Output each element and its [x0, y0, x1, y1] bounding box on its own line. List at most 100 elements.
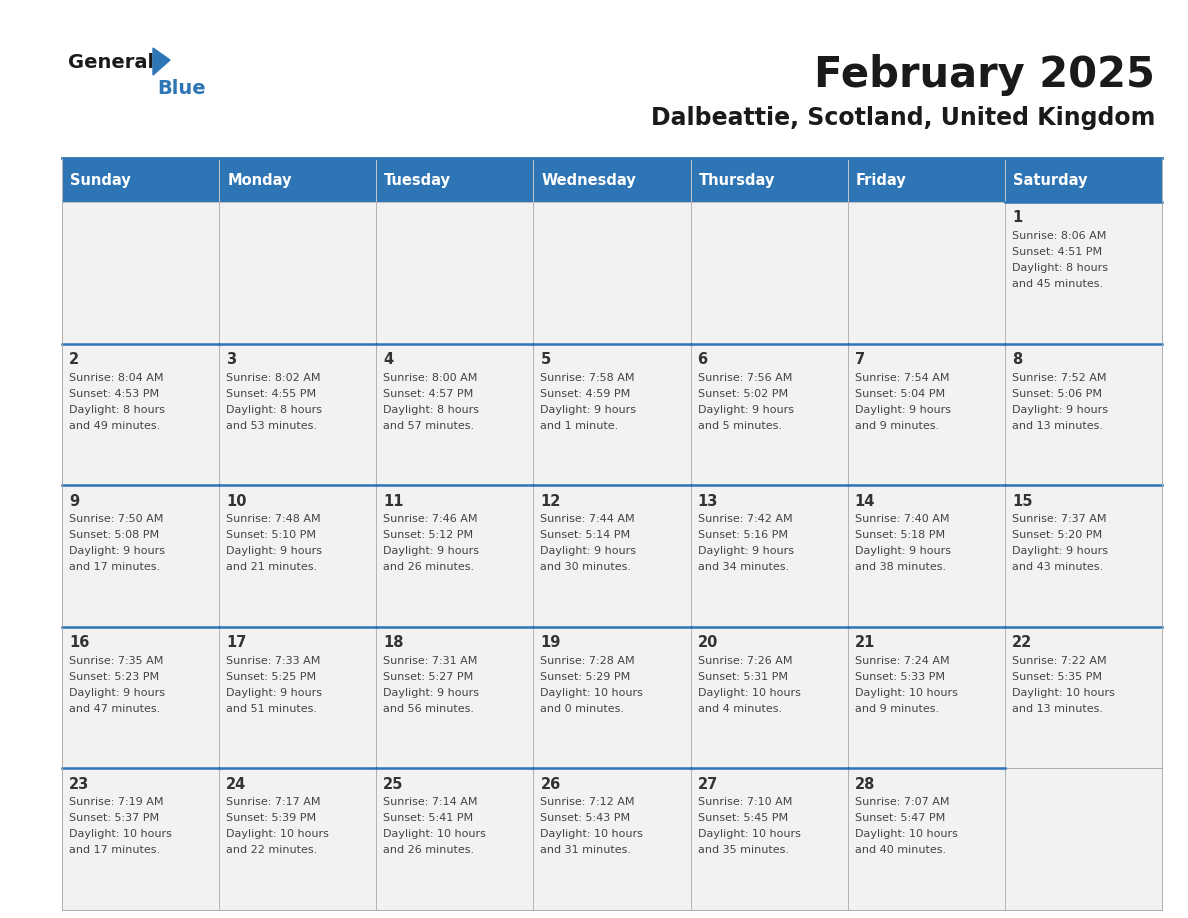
Bar [377, 202, 533, 343]
Bar [219, 343, 377, 486]
Text: 21: 21 [854, 635, 876, 650]
Text: Daylight: 10 hours: Daylight: 10 hours [697, 829, 801, 839]
Text: Saturday: Saturday [1013, 173, 1087, 187]
Bar [848, 627, 1005, 768]
Text: Daylight: 9 hours: Daylight: 9 hours [384, 546, 479, 556]
Text: Daylight: 9 hours: Daylight: 9 hours [1012, 405, 1108, 415]
Bar [848, 202, 1005, 343]
Text: Sunrise: 7:48 AM: Sunrise: 7:48 AM [226, 514, 321, 524]
Bar [62, 158, 219, 202]
Text: Friday: Friday [855, 173, 906, 187]
Text: and 26 minutes.: and 26 minutes. [384, 845, 474, 856]
Text: and 45 minutes.: and 45 minutes. [1012, 279, 1102, 289]
Text: 26: 26 [541, 777, 561, 792]
Bar [533, 768, 690, 910]
Text: and 56 minutes.: and 56 minutes. [384, 704, 474, 714]
Text: and 47 minutes.: and 47 minutes. [69, 704, 160, 714]
Text: Tuesday: Tuesday [384, 173, 451, 187]
Text: 19: 19 [541, 635, 561, 650]
Text: Daylight: 8 hours: Daylight: 8 hours [1012, 263, 1108, 273]
Text: Sunset: 5:12 PM: Sunset: 5:12 PM [384, 531, 473, 540]
Text: Daylight: 9 hours: Daylight: 9 hours [854, 405, 950, 415]
Text: Daylight: 10 hours: Daylight: 10 hours [541, 688, 644, 698]
Text: and 17 minutes.: and 17 minutes. [69, 562, 160, 572]
Bar [377, 486, 533, 627]
Text: Daylight: 10 hours: Daylight: 10 hours [384, 829, 486, 839]
Text: and 9 minutes.: and 9 minutes. [854, 704, 939, 714]
Text: Blue: Blue [157, 79, 206, 97]
Text: Sunset: 5:08 PM: Sunset: 5:08 PM [69, 531, 159, 540]
Bar [62, 343, 219, 486]
Text: Sunset: 5:47 PM: Sunset: 5:47 PM [854, 813, 944, 823]
Bar [1005, 768, 1162, 910]
Text: and 5 minutes.: and 5 minutes. [697, 420, 782, 431]
Text: Sunset: 5:33 PM: Sunset: 5:33 PM [854, 672, 944, 682]
Bar [219, 158, 377, 202]
Text: and 43 minutes.: and 43 minutes. [1012, 562, 1102, 572]
Text: Sunrise: 7:46 AM: Sunrise: 7:46 AM [384, 514, 478, 524]
Bar [690, 627, 848, 768]
Text: Sunrise: 7:33 AM: Sunrise: 7:33 AM [226, 655, 321, 666]
Text: and 38 minutes.: and 38 minutes. [854, 562, 946, 572]
Text: and 26 minutes.: and 26 minutes. [384, 562, 474, 572]
Text: and 57 minutes.: and 57 minutes. [384, 420, 474, 431]
Text: 27: 27 [697, 777, 718, 792]
Text: 16: 16 [69, 635, 89, 650]
Text: Sunrise: 7:54 AM: Sunrise: 7:54 AM [854, 373, 949, 383]
Text: Sunrise: 7:56 AM: Sunrise: 7:56 AM [697, 373, 792, 383]
Bar [377, 768, 533, 910]
Bar [848, 158, 1005, 202]
Text: Sunrise: 7:26 AM: Sunrise: 7:26 AM [697, 655, 792, 666]
Bar [690, 343, 848, 486]
Text: General: General [68, 52, 154, 72]
Text: Sunrise: 8:00 AM: Sunrise: 8:00 AM [384, 373, 478, 383]
Text: and 53 minutes.: and 53 minutes. [226, 420, 317, 431]
Text: Sunset: 5:45 PM: Sunset: 5:45 PM [697, 813, 788, 823]
Text: Sunset: 4:51 PM: Sunset: 4:51 PM [1012, 247, 1102, 257]
Text: Daylight: 10 hours: Daylight: 10 hours [541, 829, 644, 839]
Bar [1005, 486, 1162, 627]
Text: Daylight: 10 hours: Daylight: 10 hours [226, 829, 329, 839]
Text: Sunday: Sunday [70, 173, 131, 187]
Text: and 34 minutes.: and 34 minutes. [697, 562, 789, 572]
Text: Daylight: 8 hours: Daylight: 8 hours [226, 405, 322, 415]
Text: Sunrise: 7:31 AM: Sunrise: 7:31 AM [384, 655, 478, 666]
Text: 12: 12 [541, 494, 561, 509]
Bar [690, 202, 848, 343]
Text: and 49 minutes.: and 49 minutes. [69, 420, 160, 431]
Text: 8: 8 [1012, 353, 1022, 367]
Bar [62, 768, 219, 910]
Text: Daylight: 8 hours: Daylight: 8 hours [384, 405, 479, 415]
Text: 10: 10 [226, 494, 247, 509]
Text: Sunrise: 7:19 AM: Sunrise: 7:19 AM [69, 798, 164, 808]
Bar [848, 486, 1005, 627]
Bar [533, 158, 690, 202]
Bar [533, 486, 690, 627]
Text: and 35 minutes.: and 35 minutes. [697, 845, 789, 856]
Text: and 21 minutes.: and 21 minutes. [226, 562, 317, 572]
Text: and 13 minutes.: and 13 minutes. [1012, 704, 1102, 714]
Text: Sunrise: 7:10 AM: Sunrise: 7:10 AM [697, 798, 792, 808]
Bar [533, 202, 690, 343]
Text: Sunrise: 7:44 AM: Sunrise: 7:44 AM [541, 514, 636, 524]
Text: Sunset: 4:55 PM: Sunset: 4:55 PM [226, 388, 316, 398]
Text: Daylight: 10 hours: Daylight: 10 hours [697, 688, 801, 698]
Text: Sunset: 5:18 PM: Sunset: 5:18 PM [854, 531, 944, 540]
Bar [377, 627, 533, 768]
Text: Sunrise: 7:35 AM: Sunrise: 7:35 AM [69, 655, 164, 666]
Text: 7: 7 [854, 353, 865, 367]
Text: 24: 24 [226, 777, 246, 792]
Text: Daylight: 8 hours: Daylight: 8 hours [69, 405, 165, 415]
Text: and 40 minutes.: and 40 minutes. [854, 845, 946, 856]
Bar [1005, 627, 1162, 768]
Text: and 30 minutes.: and 30 minutes. [541, 562, 632, 572]
Text: 11: 11 [384, 494, 404, 509]
Text: Daylight: 9 hours: Daylight: 9 hours [226, 546, 322, 556]
Text: Sunset: 5:39 PM: Sunset: 5:39 PM [226, 813, 316, 823]
Bar [219, 627, 377, 768]
Text: 15: 15 [1012, 494, 1032, 509]
Text: 22: 22 [1012, 635, 1032, 650]
Text: 23: 23 [69, 777, 89, 792]
Text: Sunrise: 7:24 AM: Sunrise: 7:24 AM [854, 655, 949, 666]
Bar [1005, 158, 1162, 202]
